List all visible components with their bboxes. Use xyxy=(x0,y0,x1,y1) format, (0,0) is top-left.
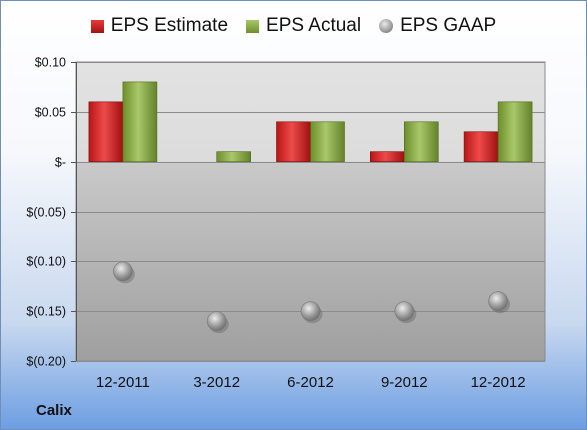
y-tick-label: $0.05 xyxy=(35,106,66,120)
y-tick-label: $- xyxy=(55,156,66,170)
marker-eps-gaap xyxy=(488,291,508,312)
legend-label-actual: EPS Actual xyxy=(266,15,362,36)
x-tick-label: 12-2012 xyxy=(471,374,526,391)
bar-eps-estimate xyxy=(276,121,311,162)
legend-item-estimate: EPS Estimate xyxy=(90,15,229,37)
legend-item-actual: EPS Actual xyxy=(246,15,361,37)
y-tick-label: $(0.10) xyxy=(26,255,66,269)
legend-swatch-actual xyxy=(246,19,260,33)
legend-label-gaap: EPS GAAP xyxy=(400,15,497,36)
marker-eps-gaap xyxy=(113,261,133,282)
bar-eps-actual xyxy=(122,81,158,162)
legend-swatch-gaap xyxy=(379,19,394,33)
legend-label-estimate: EPS Estimate xyxy=(110,15,229,36)
marker-eps-gaap xyxy=(300,301,321,321)
y-tick-label: $(0.05) xyxy=(26,206,66,220)
legend-swatch-estimate xyxy=(90,19,104,33)
y-tick-label: $(0.15) xyxy=(26,305,66,319)
company-name: Calix xyxy=(36,402,72,419)
marker-eps-gaap xyxy=(394,301,415,321)
x-tick-label: 9-2012 xyxy=(381,374,428,391)
legend-item-gaap: EPS GAAP xyxy=(379,15,496,37)
bar-eps-actual xyxy=(497,101,533,162)
y-tick-label: $0.10 xyxy=(35,56,66,70)
bar-eps-estimate xyxy=(463,131,499,162)
x-tick-label: 12-2011 xyxy=(96,374,150,391)
legend: EPS Estimate EPS Actual EPS GAAP xyxy=(1,15,586,37)
x-tick-label: 6-2012 xyxy=(287,374,334,391)
x-tick-label: 3-2012 xyxy=(193,374,240,391)
bar-eps-estimate xyxy=(88,101,124,162)
marker-eps-gaap xyxy=(206,311,227,331)
bar-eps-estimate xyxy=(369,151,405,162)
bar-eps-actual xyxy=(216,151,251,162)
bar-eps-actual xyxy=(403,121,439,162)
bar-eps-actual xyxy=(310,121,345,162)
y-tick-label: $(0.20) xyxy=(26,355,66,369)
